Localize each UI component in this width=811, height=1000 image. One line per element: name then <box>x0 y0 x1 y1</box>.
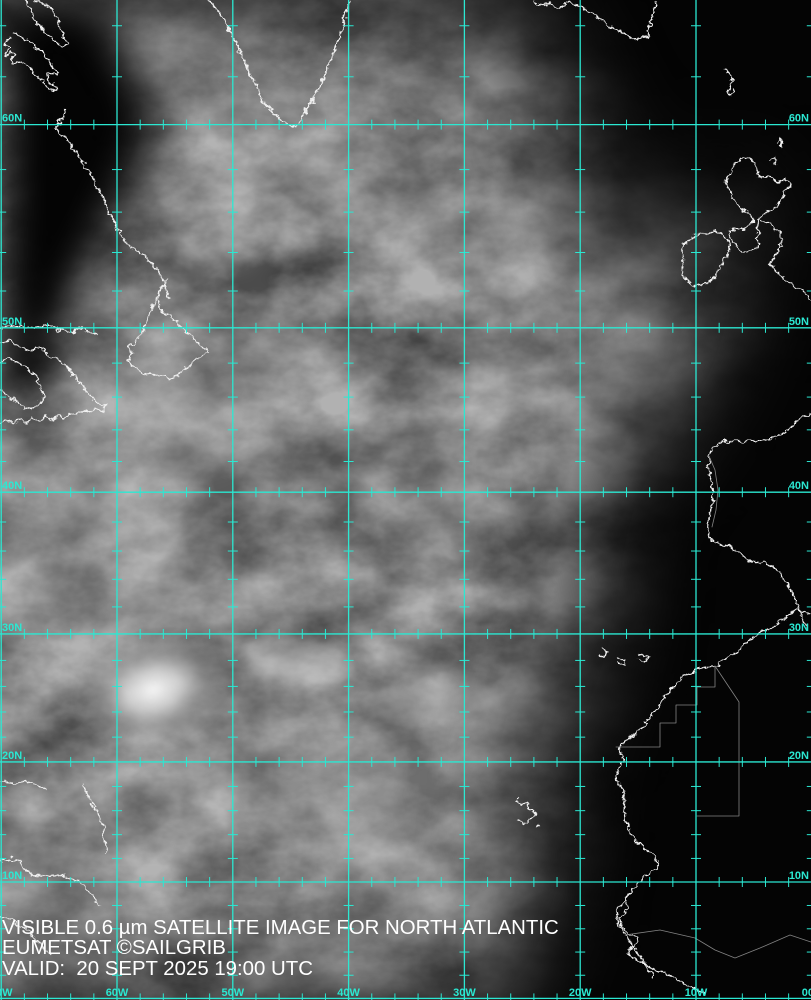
svg-text:40N: 40N <box>2 480 22 492</box>
svg-text:50N: 50N <box>2 316 22 328</box>
svg-text:30W: 30W <box>453 987 476 999</box>
svg-text:00N: 00N <box>802 987 811 999</box>
svg-text:10W: 10W <box>685 987 708 999</box>
svg-text:20N: 20N <box>2 750 22 762</box>
svg-text:60N: 60N <box>789 113 809 125</box>
svg-text:30N: 30N <box>2 622 22 634</box>
svg-text:50W: 50W <box>221 987 244 999</box>
svg-text:20W: 20W <box>569 987 592 999</box>
svg-text:10N: 10N <box>789 870 809 882</box>
svg-text:60N: 60N <box>2 113 22 125</box>
svg-text:30N: 30N <box>789 622 809 634</box>
svg-text:40W: 40W <box>337 987 360 999</box>
svg-text:20N: 20N <box>789 750 809 762</box>
svg-text:70W: 70W <box>0 987 13 999</box>
svg-text:50N: 50N <box>789 316 809 328</box>
svg-text:40N: 40N <box>789 480 809 492</box>
svg-text:60W: 60W <box>106 987 129 999</box>
svg-text:10N: 10N <box>2 870 22 882</box>
